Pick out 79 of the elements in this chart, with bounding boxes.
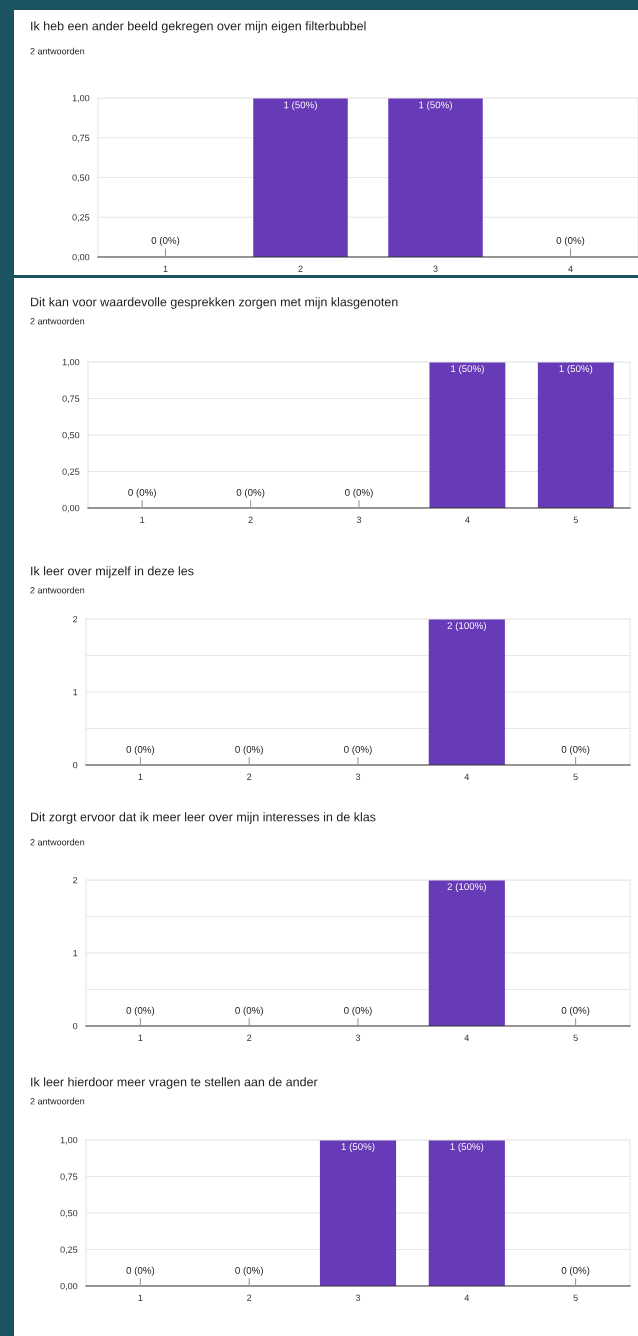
data-label: 2 (100%) [447, 882, 486, 892]
chart-title: Ik heb een ander beeld gekregen over mijn eigen filterbubbel [31, 21, 366, 33]
chart-title: Dit zorgt ervoor dat ik meer leer over mijn interesses in de klas [31, 812, 376, 824]
chart-title: Dit kan voor waardevolle gesprekken zorgen met mijn klasgenoten [31, 297, 398, 309]
x-tick-label: 1 [140, 516, 145, 523]
x-tick-label: 4 [465, 516, 470, 523]
y-tick-label: 0,25 [72, 214, 90, 222]
y-tick-label: 0,75 [60, 1173, 78, 1181]
chart-subtitle: 2 antwoorden [30, 47, 85, 55]
data-label: 1 (50%) [341, 1142, 375, 1152]
x-tick-label: 4 [464, 1034, 470, 1041]
chart-subtitle: 2 antwoorden [30, 1097, 85, 1105]
x-tick-label: 5 [573, 516, 578, 523]
x-tick-label: 1 [163, 265, 168, 272]
data-label: 1 (50%) [451, 364, 484, 374]
y-tick-label: 0,50 [62, 431, 80, 440]
x-tick-label: 5 [573, 1034, 578, 1041]
data-label: 0 (0%) [556, 236, 585, 246]
x-tick-label: 3 [433, 265, 438, 272]
x-tick-label: 5 [573, 773, 578, 780]
x-tick-label: 1 [138, 1034, 143, 1041]
x-tick-label: 2 [247, 1034, 252, 1041]
y-tick-label: 0,75 [62, 395, 80, 403]
x-tick-label: 4 [464, 1294, 470, 1301]
x-tick-label: 3 [355, 773, 361, 780]
y-tick-label: 0,75 [72, 134, 90, 143]
chart-title: Ik leer over mijzelf in deze les [31, 566, 194, 578]
y-tick-label: 0,00 [60, 1282, 78, 1291]
y-tick-label: 0,00 [62, 504, 80, 513]
data-label: 0 (0%) [151, 236, 180, 246]
data-label: 1 (50%) [559, 364, 593, 374]
data-label: 0 (0%) [561, 745, 590, 755]
data-label: 0 (0%) [235, 1266, 263, 1276]
y-tick-label: 1,00 [62, 358, 80, 367]
chart-title: Ik leer hierdoor meer vragen te stellen aan de ander [31, 1077, 318, 1089]
y-tick-label: 1,00 [72, 94, 90, 103]
data-label: 0 (0%) [344, 1006, 372, 1016]
data-label: 0 (0%) [126, 745, 155, 755]
x-tick-label: 5 [573, 1294, 578, 1301]
data-label: 1 (50%) [284, 101, 317, 111]
data-label: 0 (0%) [345, 488, 373, 498]
data-label: 0 (0%) [236, 488, 265, 498]
x-tick-label: 3 [355, 1034, 361, 1041]
y-tick-label: 0,50 [72, 174, 90, 182]
data-label: 0 (0%) [235, 745, 263, 755]
data-label: 0 (0%) [126, 1006, 155, 1016]
x-tick-label: 1 [138, 1294, 143, 1301]
x-tick-label: 2 [298, 265, 303, 272]
chart-subtitle: 2 antwoorden [30, 838, 85, 846]
x-tick-label: 2 [248, 516, 253, 523]
y-tick-label: 2 [73, 615, 78, 623]
y-tick-label: 0,25 [62, 468, 80, 476]
y-tick-label: 1 [73, 689, 78, 696]
y-tick-label: 0,25 [60, 1246, 78, 1254]
data-label: 0 (0%) [561, 1006, 590, 1016]
x-tick-label: 2 [247, 1294, 252, 1301]
x-tick-label: 2 [247, 773, 252, 780]
x-tick-label: 4 [568, 265, 573, 272]
data-label: 0 (0%) [561, 1266, 590, 1276]
x-tick-label: 3 [356, 516, 362, 523]
data-label: 1 (50%) [450, 1142, 484, 1152]
y-tick-label: 1,00 [60, 1136, 78, 1145]
x-tick-label: 4 [464, 773, 470, 780]
y-tick-label: 2 [73, 876, 78, 884]
y-tick-label: 0,00 [72, 253, 90, 262]
data-label: 0 (0%) [126, 1266, 155, 1276]
y-tick-label: 0 [73, 1022, 78, 1030]
chart-subtitle: 2 antwoorden [30, 586, 85, 594]
y-tick-label: 1 [73, 950, 78, 957]
data-label: 0 (0%) [235, 1006, 263, 1016]
data-label: 1 (50%) [419, 101, 452, 111]
y-tick-label: 0,50 [60, 1209, 78, 1218]
x-tick-label: 1 [138, 773, 143, 780]
x-tick-label: 3 [355, 1294, 361, 1301]
data-label: 2 (100%) [447, 621, 486, 631]
y-tick-label: 0 [73, 761, 78, 769]
data-label: 0 (0%) [128, 488, 156, 498]
chart-subtitle: 2 antwoorden [30, 317, 85, 325]
data-label: 0 (0%) [344, 745, 372, 755]
